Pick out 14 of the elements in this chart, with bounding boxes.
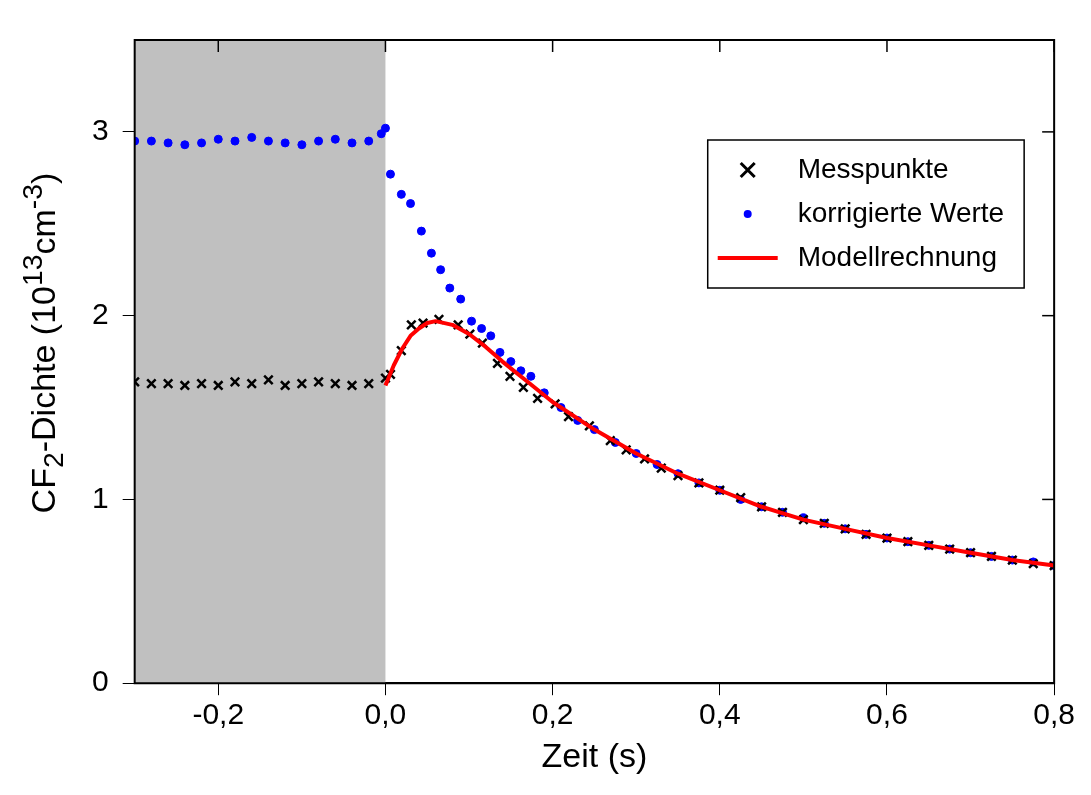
x-tick-label: 0,6 bbox=[866, 697, 908, 731]
legend-label: Modellrechnung bbox=[797, 240, 997, 272]
legend-label: Messpunkte bbox=[797, 152, 949, 184]
y-tick-label: 3 bbox=[92, 113, 109, 147]
x-tick-label: 0,2 bbox=[531, 697, 574, 731]
y-tick-label: 0 bbox=[92, 664, 109, 698]
y-tick-label: 1 bbox=[92, 480, 109, 514]
x-tick-label: 0,0 bbox=[364, 697, 407, 731]
x-tick-label: 0,8 bbox=[1033, 697, 1076, 731]
x-axis-title: Zeit (s) bbox=[541, 735, 648, 774]
x-tick-label: 0,4 bbox=[698, 697, 741, 731]
x-tick-label: -0,2 bbox=[192, 697, 245, 731]
y-tick-label: 2 bbox=[92, 296, 109, 330]
legend-label: korrigierte Werte bbox=[797, 196, 1005, 228]
